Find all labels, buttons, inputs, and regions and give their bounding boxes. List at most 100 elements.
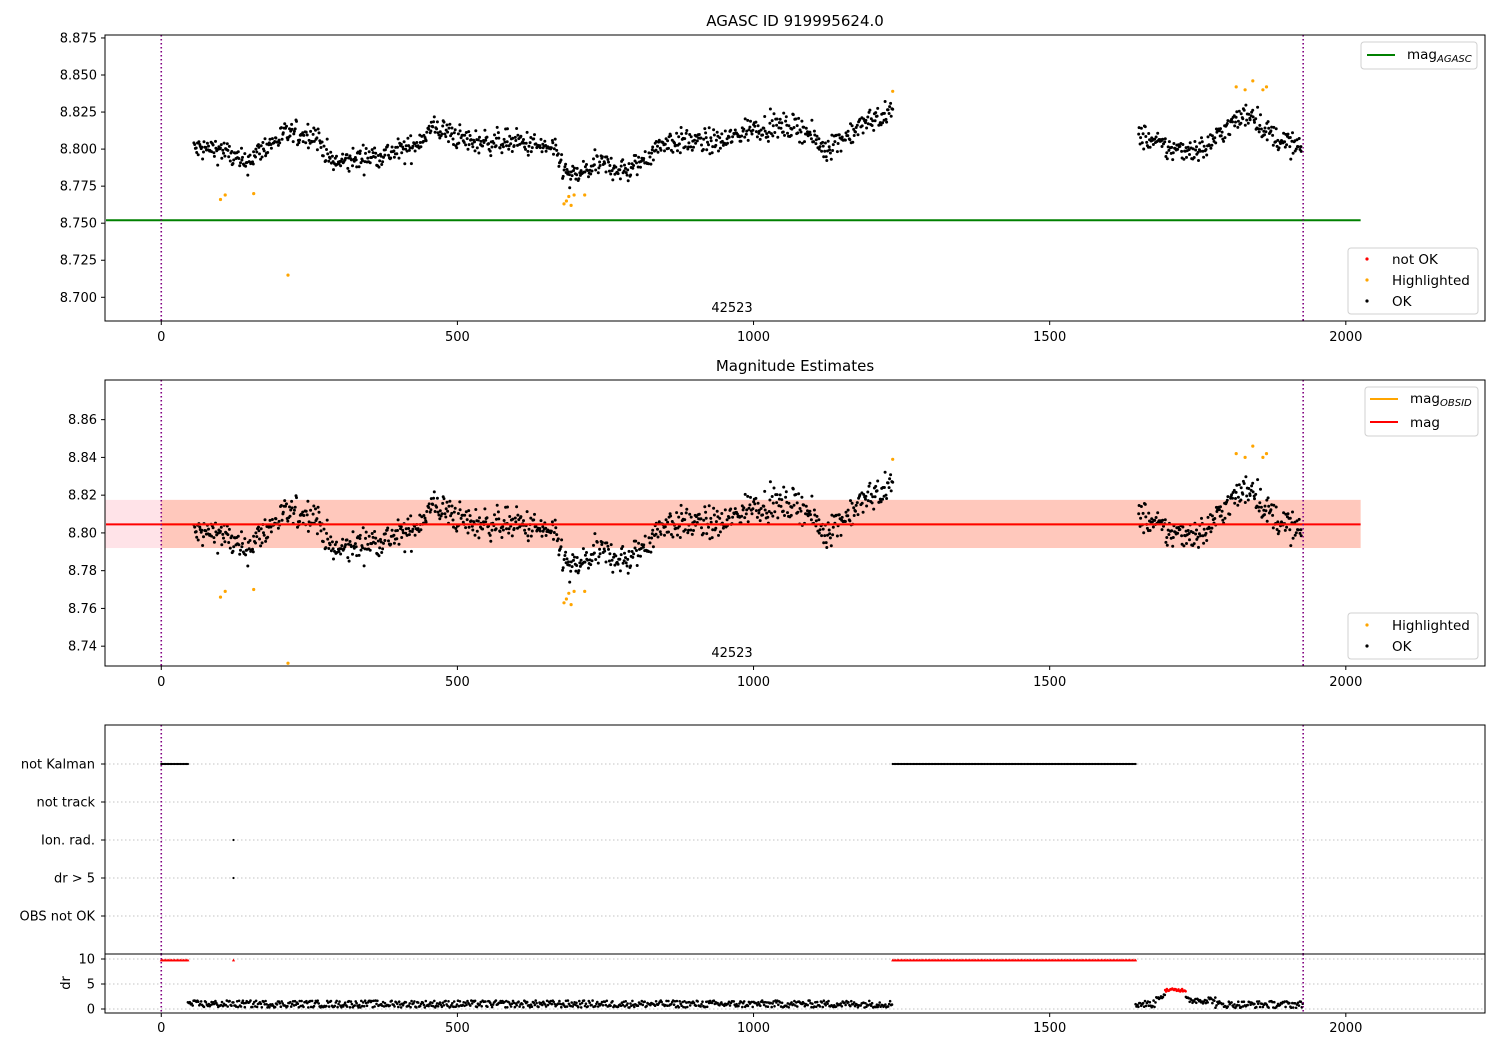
ok-point xyxy=(1220,509,1224,513)
ok-point xyxy=(666,520,670,524)
ok-point xyxy=(252,534,256,538)
ok-point xyxy=(418,513,422,517)
ok-point xyxy=(383,148,387,152)
ok-point xyxy=(507,144,511,148)
ok-point xyxy=(464,526,468,530)
ok-point xyxy=(702,518,706,522)
ok-point xyxy=(814,142,818,146)
ok-point xyxy=(864,118,868,122)
ok-point xyxy=(378,159,382,163)
ok-point xyxy=(829,157,833,161)
dr-point xyxy=(770,1005,773,1009)
ok-point xyxy=(292,512,296,515)
ok-point xyxy=(395,152,399,156)
ok-point xyxy=(1137,504,1141,507)
ok-point xyxy=(596,561,600,565)
ok-point xyxy=(413,524,416,528)
ok-point xyxy=(339,547,343,551)
dr-point xyxy=(348,1006,352,1009)
ok-point xyxy=(866,122,870,126)
dr-point xyxy=(1283,1000,1286,1003)
ok-point xyxy=(1219,505,1222,509)
dr-point xyxy=(465,1003,468,1007)
ok-point xyxy=(511,517,515,521)
ok-point xyxy=(1163,140,1167,144)
ok-point xyxy=(650,532,654,536)
dr-point xyxy=(1141,1001,1145,1005)
ok-point xyxy=(1140,141,1144,145)
ok-point xyxy=(1148,145,1152,149)
ok-point xyxy=(624,556,627,560)
ok-point xyxy=(813,513,817,517)
dr-point xyxy=(1206,1001,1209,1004)
ok-point xyxy=(829,544,833,548)
dr-point xyxy=(243,1005,247,1009)
ok-point xyxy=(328,543,332,547)
ok-point xyxy=(1143,502,1147,506)
dr-point xyxy=(529,1003,533,1006)
dr-point xyxy=(696,1000,699,1003)
dr-point xyxy=(260,1006,264,1009)
ok-point xyxy=(1289,544,1293,548)
ok-point xyxy=(557,553,561,557)
ok-point xyxy=(244,164,248,168)
ok-point xyxy=(631,555,635,559)
ok-point xyxy=(534,142,538,146)
ok-point xyxy=(290,127,294,131)
x-tick-label: 500 xyxy=(445,1021,470,1036)
y-tick-label: 8.86 xyxy=(68,413,97,428)
dr-point xyxy=(281,1002,285,1005)
ok-point xyxy=(561,566,565,570)
ok-point xyxy=(259,144,263,148)
ok-point xyxy=(222,536,225,540)
ok-point xyxy=(340,157,344,161)
ok-point xyxy=(357,553,361,557)
ok-point xyxy=(396,529,399,532)
ok-point xyxy=(311,132,315,136)
ok-point xyxy=(1264,509,1268,513)
ok-point xyxy=(330,540,334,544)
dr-point xyxy=(621,1003,625,1007)
ok-point xyxy=(718,516,722,520)
ok-point xyxy=(483,128,487,132)
ok-point xyxy=(731,515,735,519)
ok-point xyxy=(358,149,362,153)
flag-point xyxy=(186,762,189,766)
ok-point xyxy=(587,175,590,179)
ok-point xyxy=(1161,137,1165,141)
dr-point xyxy=(677,1006,681,1009)
ok-point xyxy=(212,540,216,544)
dr-point xyxy=(190,1002,193,1005)
ok-point xyxy=(324,159,328,163)
ok-point xyxy=(687,528,690,532)
dr-point xyxy=(660,1000,663,1004)
ok-point xyxy=(364,151,367,155)
ok-point xyxy=(1137,126,1141,130)
ok-point xyxy=(554,143,558,147)
dr-point xyxy=(533,1003,537,1007)
ok-point xyxy=(418,141,422,144)
ok-point xyxy=(625,173,629,177)
ok-point xyxy=(569,177,573,181)
ok-point xyxy=(502,137,506,141)
ok-point xyxy=(670,520,674,523)
ok-point xyxy=(442,497,446,501)
ok-point xyxy=(572,169,575,173)
dr-point xyxy=(694,1004,698,1007)
ok-point xyxy=(397,542,401,546)
ok-point xyxy=(743,516,747,520)
dr-point xyxy=(604,1003,608,1007)
dr-tick-label: 5 xyxy=(87,978,95,993)
ok-point xyxy=(789,513,793,517)
ok-point xyxy=(335,154,338,158)
ok-point xyxy=(283,122,287,126)
dr-point xyxy=(470,1002,474,1005)
ok-point xyxy=(1138,142,1142,146)
ok-point xyxy=(404,531,408,535)
dr-point xyxy=(427,1004,430,1008)
dr-point xyxy=(1188,1000,1191,1004)
ok-point xyxy=(709,139,713,143)
dr-capped-marker xyxy=(231,958,236,962)
ok-point xyxy=(306,529,310,533)
ok-point xyxy=(362,173,366,177)
